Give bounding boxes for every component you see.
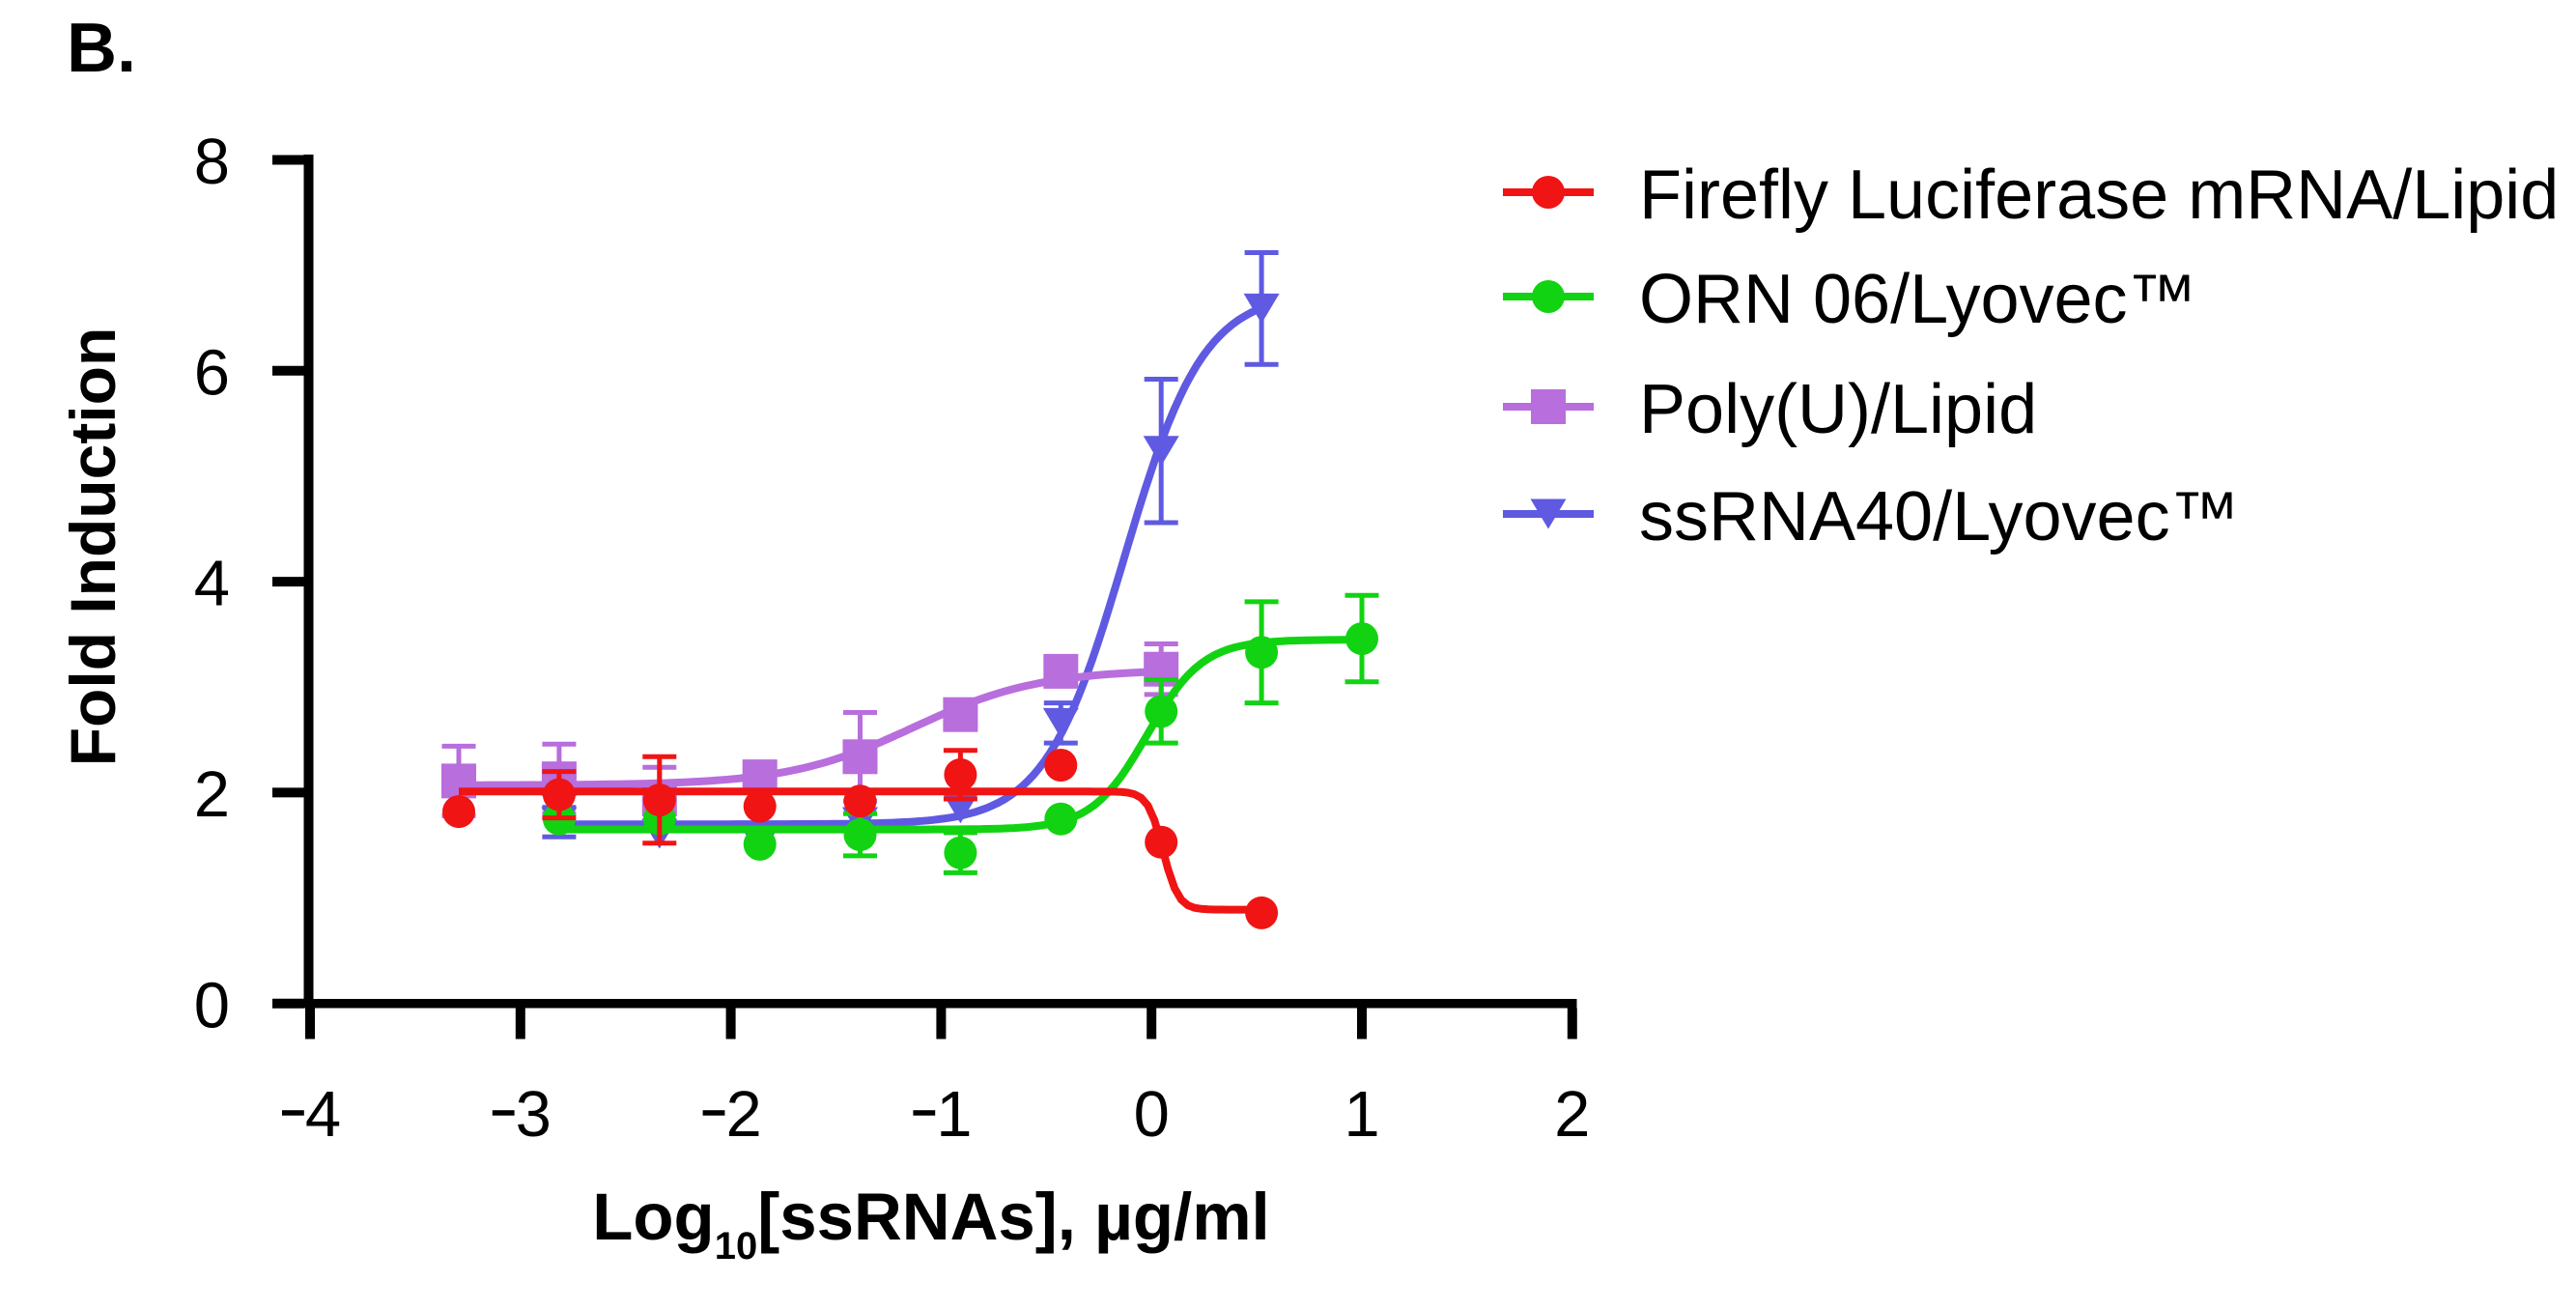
svg-text:6: 6 xyxy=(194,336,230,409)
svg-text:Fold Induction: Fold Induction xyxy=(57,328,128,767)
svg-text:0: 0 xyxy=(194,969,230,1041)
svg-text:ORN 06/Lyovec™: ORN 06/Lyovec™ xyxy=(1639,261,2197,338)
svg-text:Poly(U)/Lipid: Poly(U)/Lipid xyxy=(1639,371,2037,448)
svg-text:ssRNA40/Lyovec™: ssRNA40/Lyovec™ xyxy=(1639,478,2240,555)
svg-text:3: 3 xyxy=(516,1078,552,1151)
svg-text:4: 4 xyxy=(194,548,230,620)
svg-text:2: 2 xyxy=(725,1078,761,1151)
svg-text:Log10[ssRNAs], µg/ml: Log10[ssRNAs], µg/ml xyxy=(592,1180,1269,1267)
svg-text:2: 2 xyxy=(194,758,230,831)
svg-text:1: 1 xyxy=(1344,1078,1379,1151)
svg-text:Firefly Luciferase mRNA/Lipid: Firefly Luciferase mRNA/Lipid xyxy=(1639,157,2559,234)
svg-text:B.: B. xyxy=(67,10,136,87)
svg-text:2: 2 xyxy=(1554,1078,1590,1151)
svg-text:4: 4 xyxy=(305,1078,341,1151)
svg-text:0: 0 xyxy=(1134,1078,1170,1151)
svg-text:8: 8 xyxy=(194,126,230,198)
svg-text:1: 1 xyxy=(936,1078,972,1151)
